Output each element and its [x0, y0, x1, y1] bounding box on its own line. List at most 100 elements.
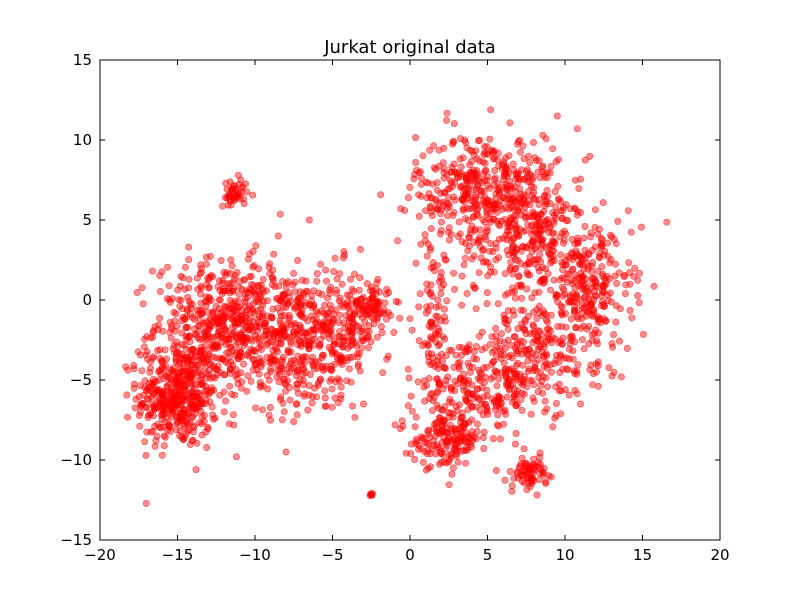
scatter-point: [579, 260, 587, 268]
scatter-point: [366, 287, 374, 295]
scatter-point: [440, 189, 448, 197]
scatter-point: [206, 398, 214, 406]
scatter-point: [470, 394, 478, 402]
scatter-point: [238, 353, 246, 361]
scatter-point: [350, 311, 358, 319]
scatter-point: [537, 210, 545, 218]
scatter-point: [443, 116, 451, 124]
scatter-point: [470, 252, 478, 260]
scatter-point: [567, 315, 575, 323]
scatter-point: [450, 120, 458, 128]
scatter-point: [355, 286, 363, 294]
scatter-point: [291, 278, 299, 286]
scatter-point: [549, 423, 557, 431]
scatter-point: [372, 305, 380, 313]
scatter-point: [245, 250, 253, 258]
scatter-point: [168, 325, 176, 333]
scatter-point: [552, 399, 560, 407]
x-tick-label: 15: [633, 546, 652, 564]
scatter-point: [226, 296, 234, 304]
scatter-point: [591, 206, 599, 214]
scatter-point: [496, 435, 504, 443]
scatter-point: [554, 322, 562, 330]
scatter-point: [295, 309, 303, 317]
scatter-point: [214, 283, 222, 291]
y-tick-label: −15: [60, 531, 92, 549]
scatter-point: [534, 168, 542, 176]
scatter-point: [493, 421, 501, 429]
scatter-point: [358, 344, 366, 352]
scatter-point: [318, 290, 326, 298]
scatter-point: [245, 326, 253, 334]
scatter-point: [194, 310, 202, 318]
scatter-point: [278, 416, 286, 424]
scatter-point: [154, 346, 162, 354]
scatter-point: [536, 369, 544, 377]
scatter-point: [303, 332, 311, 340]
scatter-point: [181, 341, 189, 349]
scatter-point: [508, 487, 516, 495]
scatter-point: [516, 462, 524, 470]
scatter-point: [598, 236, 606, 244]
scatter-point: [286, 396, 294, 404]
scatter-point: [456, 135, 464, 143]
scatter-point: [520, 375, 528, 383]
scatter-point: [483, 363, 491, 371]
scatter-point: [455, 218, 463, 226]
scatter-point: [424, 307, 432, 315]
scatter-point: [404, 365, 412, 373]
scatter-point: [511, 249, 519, 257]
scatter-point: [279, 375, 287, 383]
scatter-point: [533, 305, 541, 313]
scatter-point: [355, 322, 363, 330]
scatter-point: [428, 407, 436, 415]
scatter-point: [412, 134, 420, 142]
scatter-point: [439, 416, 447, 424]
scatter-point: [550, 212, 558, 220]
scatter-point: [489, 435, 497, 443]
scatter-point: [330, 268, 338, 276]
scatter-point: [228, 308, 236, 316]
scatter-point: [339, 254, 347, 262]
scatter-point: [236, 346, 244, 354]
scatter-point: [365, 327, 373, 335]
scatter-point: [533, 333, 541, 341]
scatter-point: [512, 429, 520, 437]
scatter-point: [197, 343, 205, 351]
scatter-point: [464, 216, 472, 224]
scatter-point: [286, 360, 294, 368]
scatter-point: [249, 247, 257, 255]
scatter-point: [138, 367, 146, 375]
scatter-point: [663, 218, 671, 226]
scatter-point: [337, 395, 345, 403]
scatter-point: [519, 338, 527, 346]
scatter-point: [177, 296, 185, 304]
scatter-point: [492, 194, 500, 202]
scatter-point: [140, 391, 148, 399]
scatter-point: [375, 301, 383, 309]
scatter-point: [408, 326, 416, 334]
scatter-point: [359, 400, 367, 408]
scatter-point: [554, 156, 562, 164]
scatter-point: [180, 405, 188, 413]
scatter-point: [580, 345, 588, 353]
scatter-point: [327, 362, 335, 370]
scatter-point: [537, 381, 545, 389]
scatter-point: [184, 293, 192, 301]
scatter-point: [513, 370, 521, 378]
scatter-point: [336, 328, 344, 336]
scatter-point: [468, 403, 476, 411]
scatter-point: [591, 292, 599, 300]
scatter-point: [208, 341, 216, 349]
scatter-point: [156, 272, 164, 280]
scatter-point: [495, 401, 503, 409]
scatter-point: [259, 297, 267, 305]
scatter-point: [432, 330, 440, 338]
scatter-point: [335, 297, 343, 305]
scatter-point: [577, 175, 585, 183]
scatter-point: [311, 384, 319, 392]
scatter-point: [234, 298, 242, 306]
scatter-point: [205, 390, 213, 398]
scatter-point: [592, 360, 600, 368]
scatter-point: [220, 316, 228, 324]
